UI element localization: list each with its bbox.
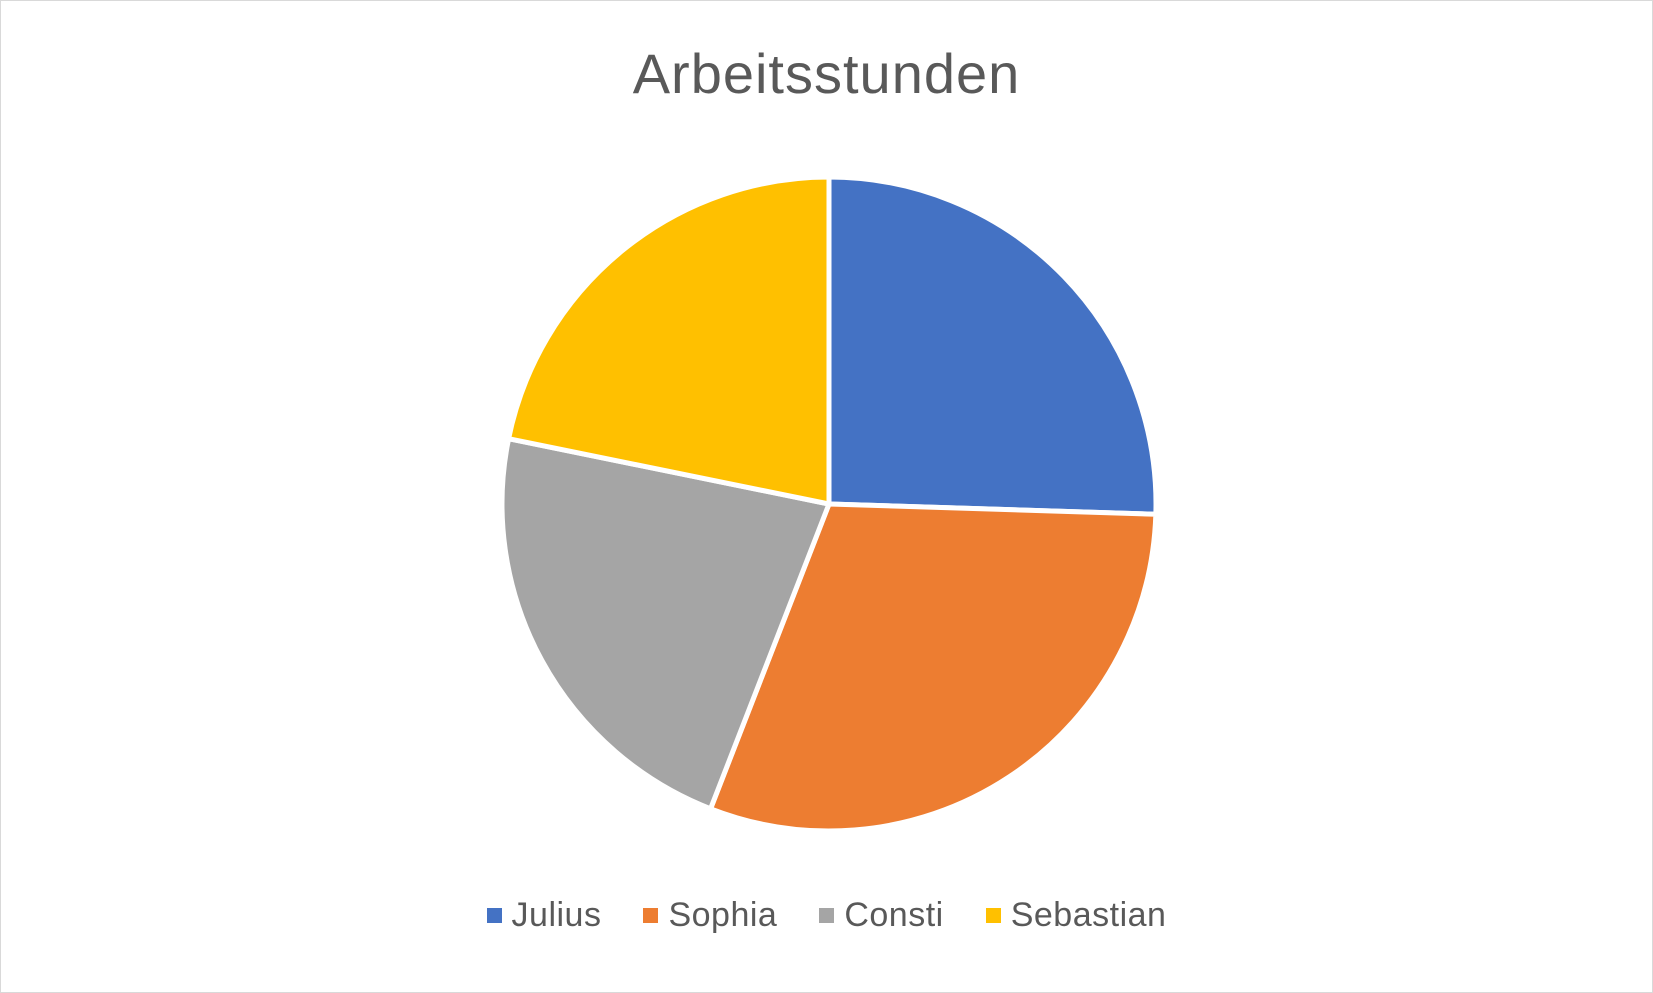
- chart-title: Arbeitsstunden: [632, 42, 1021, 105]
- pie-slice-consti: [499, 436, 832, 812]
- legend-swatch: [643, 908, 659, 923]
- legend-label: Sebastian: [1010, 896, 1167, 934]
- pie-slices: [499, 174, 1159, 834]
- legend-swatch: [819, 908, 835, 923]
- legend-label: Julius: [511, 896, 602, 934]
- legend-label: Sophia: [668, 896, 778, 934]
- legend: Julius Sophia Consti Sebastian: [1, 896, 1652, 935]
- legend-item-julius: Julius: [486, 896, 602, 935]
- pie-slice-julius: [826, 174, 1159, 517]
- pie-slice-sebastian: [506, 174, 832, 507]
- legend-label: Consti: [844, 896, 944, 934]
- legend-swatch: [985, 908, 1001, 923]
- legend-item-consti: Consti: [819, 896, 943, 935]
- legend-swatch: [486, 908, 502, 923]
- legend-item-sebastian: Sebastian: [985, 896, 1167, 935]
- legend-item-sophia: Sophia: [643, 896, 777, 935]
- pie-slice-sophia: [708, 501, 1159, 834]
